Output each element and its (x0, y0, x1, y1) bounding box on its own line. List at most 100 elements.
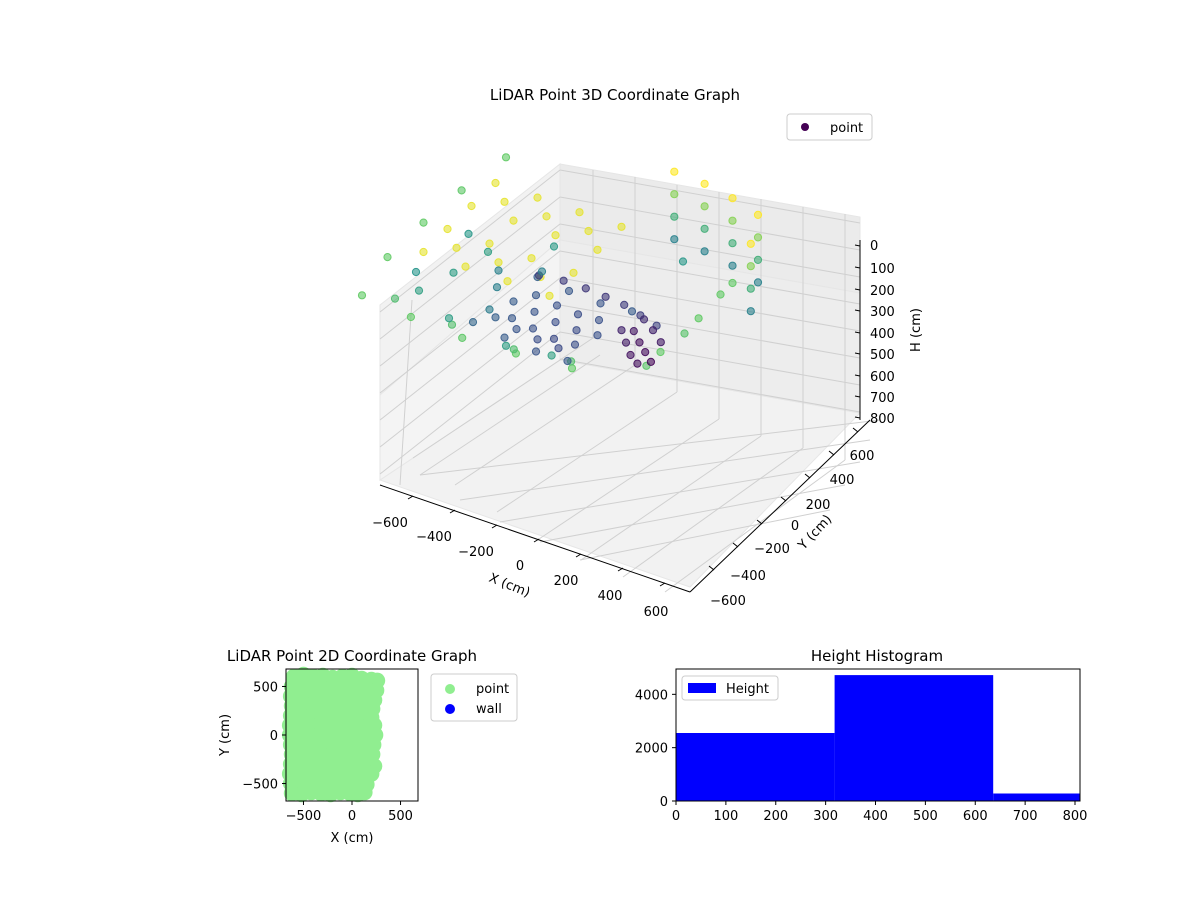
scatter3d-point (411, 267, 421, 277)
scatter3d-point (509, 345, 518, 354)
scatter3d-grid-y (419, 354, 601, 476)
scatter2d-x-tick-label: −500 (286, 809, 322, 824)
scatter2d-title: LiDAR Point 2D Coordinate Graph (227, 647, 477, 665)
scatter2d-y-tick-label: 0 (270, 729, 278, 744)
histogram-title: Height Histogram (811, 647, 943, 665)
scatter3d-grid-x-floor (664, 459, 846, 593)
scatter3d-point (646, 357, 656, 366)
scatter3d-grid-y-floor (539, 484, 846, 543)
scatter3d-z-tick (854, 352, 861, 355)
scatter3d-y-tick-label: −400 (730, 569, 766, 584)
scatter3d-point (700, 247, 709, 256)
scatter3d-z-tick (854, 374, 861, 377)
scatter3d-z-tick-label: 700 (870, 391, 895, 406)
scatter3d-point (620, 300, 629, 309)
scatter3d-grid-z (559, 331, 861, 386)
scatter3d-point (444, 314, 454, 323)
scatter3d-grid-z-left (379, 277, 561, 421)
scatter3d-x-tick (617, 567, 624, 572)
scatter3d-point (551, 231, 560, 240)
histogram-x-tick-label: 700 (1013, 809, 1038, 824)
scatter3d-point (492, 283, 502, 292)
scatter3d-point (728, 261, 737, 270)
scatter3d-point (419, 247, 428, 257)
scatter3d-point (627, 307, 637, 316)
scatter3d-point (572, 326, 581, 335)
scatter3d-grid-z-left (379, 223, 561, 367)
scatter3d-x-tick (491, 524, 498, 529)
scatter2d-y-tick-label: 500 (253, 680, 278, 695)
scatter3d-z-tick-label: 100 (870, 262, 895, 277)
scatter3d-grid-y-floor (499, 461, 861, 523)
scatter3d-x-tick (407, 495, 414, 500)
scatter3d-point (656, 347, 665, 357)
scatter3d-x-axis-line (379, 484, 691, 593)
scatter3d-point (559, 276, 568, 285)
scatter3d-x-tick (533, 538, 540, 543)
histogram-y-tick-label: 4000 (635, 688, 668, 703)
scatter3d-point (633, 359, 642, 368)
scatter3d-x-tick-label: 600 (644, 605, 669, 620)
histogram-bar (993, 793, 1080, 801)
scatter3d-point (753, 233, 763, 242)
histogram-chart: Height Histogram 0 100 200 300 400 500 600 700 8… (635, 647, 1088, 824)
scatter3d-point (491, 178, 500, 188)
scatter3d-grid-z (559, 358, 861, 413)
histogram-x-tick-label: 800 (1063, 809, 1088, 824)
scatter3d-point (501, 341, 511, 350)
scatter3d-point (443, 224, 452, 234)
scatter3d-grid-x-floor (412, 337, 594, 459)
scatter3d-grid-y-floor (459, 439, 871, 501)
scatter3d-y-axis-line (689, 419, 871, 593)
scatter3d-x-tick-label: 0 (516, 559, 524, 574)
scatter2d-x-tick-label: 500 (388, 809, 413, 824)
scatter3d-point (694, 314, 703, 323)
scatter3d-point (728, 278, 737, 288)
scatter3d-point (593, 245, 602, 254)
scatter3d-grid-x-floor (454, 364, 636, 486)
scatter3d-point (500, 333, 509, 342)
scatter3d-point (533, 335, 542, 344)
scatter3d-z-axis-label: H (cm) (909, 308, 924, 352)
scatter3d-point (626, 350, 635, 360)
scatter3d-z-tick (854, 309, 861, 312)
histogram-x-tick-label: 600 (963, 809, 988, 824)
scatter3d-title: LiDAR Point 3D Coordinate Graph (490, 86, 740, 104)
scatter3d-point (483, 247, 493, 256)
scatter3d-point (531, 291, 541, 300)
scatter3d-grid-z (559, 196, 861, 251)
scatter2d-x-axis-label: X (cm) (331, 831, 374, 846)
scatter3d-point (457, 186, 466, 195)
scatter3d-point (491, 313, 500, 322)
histogram-x-tick-label: 100 (713, 809, 738, 824)
scatter3d-point (509, 216, 518, 225)
scatter3d-z-tick (854, 244, 861, 247)
scatter3d-point (414, 286, 424, 295)
scatter3d-x-tick-label: −200 (458, 545, 494, 560)
scatter3d-point (670, 212, 679, 221)
scatter3d-point (549, 334, 559, 343)
scatter2d-legend-marker-wall (445, 704, 455, 714)
scatter3d-point (641, 348, 650, 357)
scatter3d-point (728, 194, 737, 203)
scatter3d-point (507, 314, 517, 323)
scatter3d-z-tick-label: 800 (870, 412, 895, 427)
scatter3d-y-tick (828, 450, 835, 456)
scatter3d-point (500, 197, 509, 206)
scatter3d-point (746, 239, 755, 248)
scatter2d-legend-label-point: point (476, 682, 509, 697)
scatter3d-x-tick-label: −600 (372, 516, 408, 531)
scatter3d-point (728, 239, 737, 248)
scatter3d-point (670, 167, 679, 176)
scatter2d-x-tick-label: 0 (348, 809, 356, 824)
histogram-bar (676, 733, 835, 801)
scatter3d-point (635, 338, 644, 347)
histogram-legend-box (681, 675, 779, 701)
scatter2d-legend-label-wall: wall (476, 702, 502, 717)
scatter3d-point (503, 277, 512, 286)
scatter3d-point (533, 193, 542, 202)
scatter3d-point (601, 292, 610, 301)
scatter3d-point (447, 320, 457, 329)
scatter3d-point (617, 222, 626, 231)
scatter3d-x-tick-label: 200 (554, 574, 579, 589)
